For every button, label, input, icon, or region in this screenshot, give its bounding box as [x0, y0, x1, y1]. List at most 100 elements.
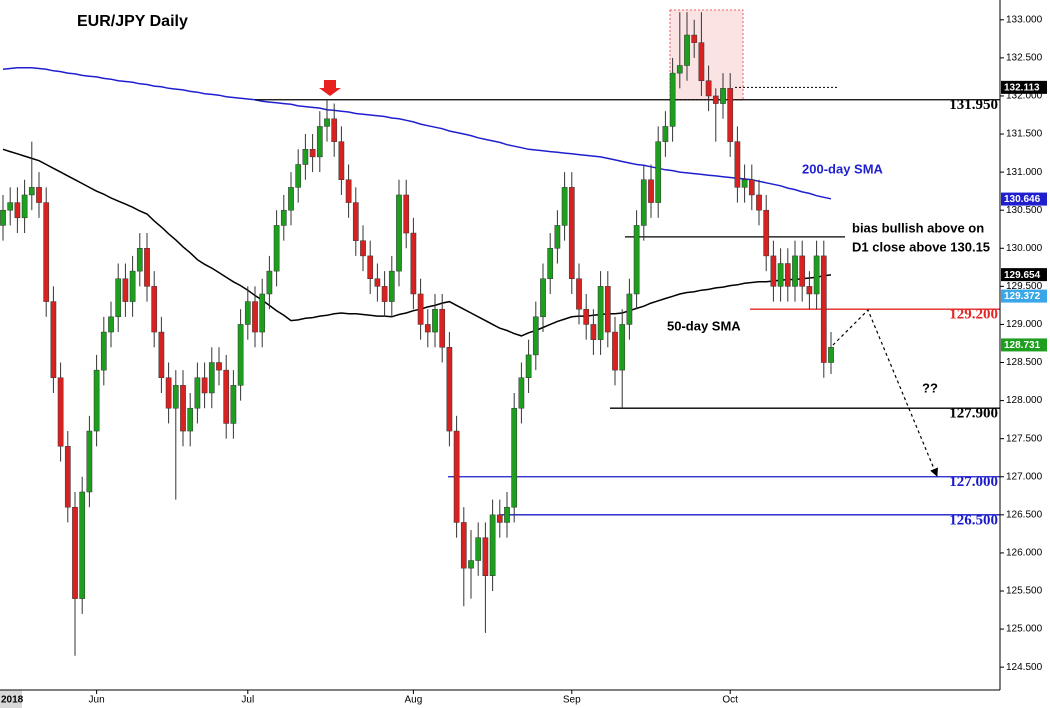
y-tick-label: 125.000 — [1006, 624, 1043, 635]
x-tick-label: Jul — [241, 695, 254, 706]
candle-body — [136, 248, 143, 272]
candle-body — [122, 278, 129, 302]
candle-body — [28, 187, 35, 196]
level-label: 127.900 — [949, 406, 998, 422]
candle-body — [727, 88, 734, 142]
candle-body — [604, 286, 611, 333]
candle-body — [324, 118, 330, 127]
candle-body — [244, 301, 251, 325]
candle-body — [684, 34, 690, 66]
candle-body — [432, 308, 438, 333]
candle-body — [734, 141, 741, 188]
projection-arrow — [832, 308, 938, 477]
candle-body — [345, 179, 352, 203]
sma-50-label: 50-day SMA — [667, 318, 741, 333]
candle-body — [216, 362, 222, 371]
candle-body — [396, 194, 402, 272]
y-tick-label: 132.000 — [1006, 91, 1043, 102]
plot-area — [0, 12, 1000, 656]
candle-body — [374, 278, 381, 287]
candle-body — [828, 347, 834, 363]
level-label: 127.000 — [949, 474, 998, 490]
candle-body — [576, 278, 582, 310]
candle-body — [273, 225, 280, 272]
candle-body — [100, 331, 107, 371]
y-tick-label: 124.500 — [1006, 662, 1043, 673]
candle-body — [367, 255, 374, 279]
candle-body — [0, 209, 6, 226]
y-tick-label: 125.500 — [1006, 586, 1043, 597]
candle-body — [446, 347, 453, 432]
candle-body — [655, 141, 662, 203]
x-tick-label: Aug — [405, 695, 423, 706]
candle-body — [252, 301, 258, 333]
candle-body — [57, 377, 64, 447]
candle-body — [208, 362, 215, 394]
annotation: bias bullish above on — [852, 220, 984, 235]
price-tag-label: 129.372 — [1004, 291, 1041, 302]
candle-body — [806, 286, 813, 295]
candle-body — [151, 286, 158, 333]
y-tick-label: 131.000 — [1006, 167, 1043, 178]
x-tick-label: Sep — [563, 695, 581, 706]
candle-body — [165, 377, 172, 409]
candle-body — [352, 202, 359, 241]
x-tick-label: Oct — [722, 695, 738, 706]
price-tag — [1001, 289, 1047, 303]
annotation: D1 close above 130.15 — [852, 239, 990, 254]
price-tag-label: 132.113 — [1004, 82, 1040, 93]
candle-body — [223, 369, 230, 424]
y-tick-label: 129.500 — [1006, 281, 1043, 292]
candle-body — [388, 270, 395, 302]
candle-body — [583, 308, 590, 325]
candle-body — [309, 149, 316, 158]
candle-body — [424, 324, 431, 333]
candle-body — [489, 514, 496, 577]
candle-body — [295, 164, 302, 188]
candle-body — [266, 270, 273, 295]
candle-body — [201, 377, 208, 394]
level-label: 126.500 — [949, 512, 998, 528]
year-box — [0, 690, 22, 708]
candle-body — [612, 331, 618, 371]
candle-body — [720, 88, 726, 104]
candle-body — [86, 430, 93, 493]
candle-body — [590, 324, 597, 340]
candle-body — [194, 377, 201, 409]
candle-body — [475, 537, 482, 561]
candle-body — [259, 293, 266, 333]
candle-body — [410, 232, 417, 295]
candle-body — [698, 42, 705, 81]
candle-body — [460, 522, 467, 569]
candle-body — [777, 263, 784, 287]
candle-body — [43, 202, 50, 302]
candle-body — [540, 278, 546, 318]
price-tag — [1001, 80, 1047, 94]
x-tick-label: 2018 — [1, 695, 24, 706]
candle-body — [619, 324, 626, 371]
candle-body — [453, 430, 460, 523]
price-tag-label: 130.646 — [1004, 194, 1041, 205]
candle-body — [554, 225, 561, 249]
candle-body — [302, 149, 309, 165]
candle-body — [784, 263, 791, 287]
candle-body — [640, 179, 647, 226]
sma-line — [2, 67, 832, 200]
y-tick-label: 127.500 — [1006, 433, 1043, 444]
candle-body — [597, 286, 604, 340]
candle-body — [144, 248, 150, 287]
candle-body — [669, 72, 676, 127]
candle-body — [187, 407, 194, 432]
candle-body — [403, 194, 410, 234]
candle-body — [338, 141, 345, 180]
candle-body — [763, 209, 770, 257]
candle-body — [712, 95, 719, 104]
sma-line — [2, 148, 832, 337]
candle-body — [72, 506, 78, 599]
x-tick-label: Jun — [89, 695, 105, 706]
annotation: ?? — [922, 380, 938, 395]
candle-body — [230, 385, 237, 424]
price-tag — [1001, 192, 1047, 206]
candle-body — [158, 331, 165, 378]
